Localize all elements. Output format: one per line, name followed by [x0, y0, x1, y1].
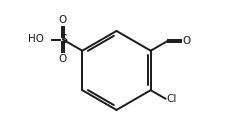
Text: Cl: Cl — [167, 94, 177, 104]
Text: S: S — [59, 33, 67, 46]
Text: O: O — [59, 54, 67, 64]
Text: O: O — [182, 36, 191, 46]
Text: O: O — [59, 15, 67, 25]
Text: HO: HO — [28, 34, 44, 44]
